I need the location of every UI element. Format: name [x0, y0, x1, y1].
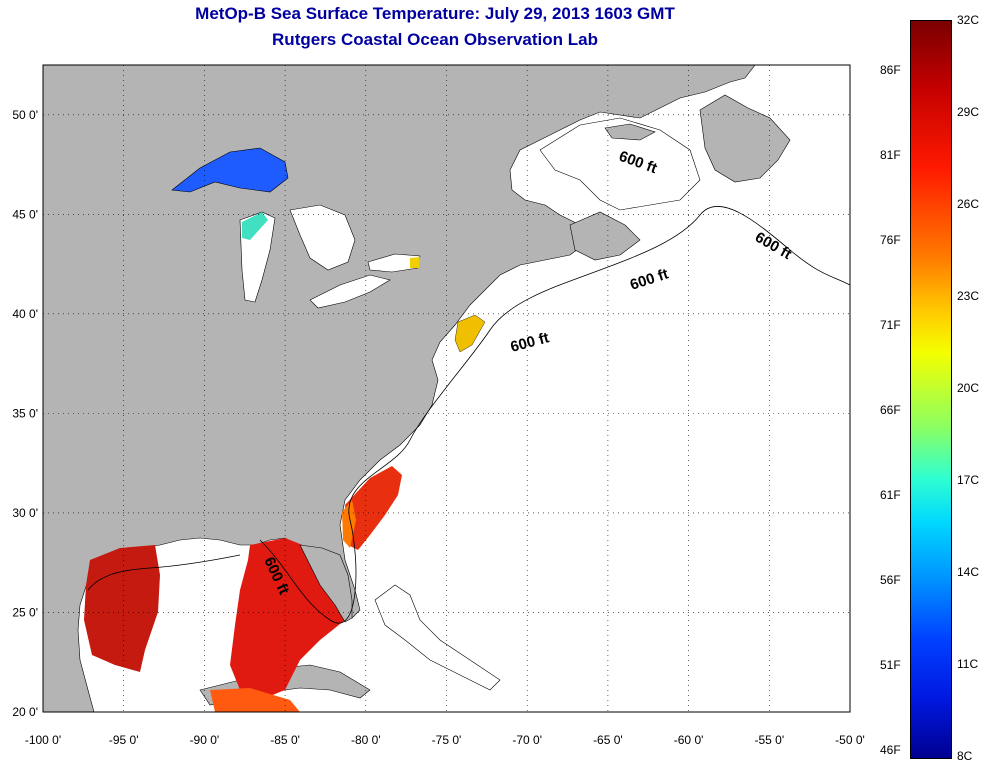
- map-frame: [42, 64, 851, 713]
- newfoundland-land: [699, 94, 791, 183]
- lake-erie: [309, 274, 391, 309]
- gulf-mexico-west-sst: [84, 545, 160, 672]
- lon-tick-label: -80 0': [351, 733, 381, 747]
- colorbar-fahrenheit-label: 71F: [880, 318, 901, 332]
- lat-tick-label: 45 0': [12, 207, 38, 221]
- lon-tick-label: -90 0': [190, 733, 220, 747]
- temperature-colorbar: [910, 20, 952, 759]
- lake-superior: [171, 147, 289, 193]
- colorbar-celsius-label: 8C: [957, 749, 973, 763]
- gulf-mexico-east-sst: [230, 538, 345, 700]
- lon-tick-label: -95 0': [109, 733, 139, 747]
- lake-huron: [289, 204, 356, 271]
- lon-tick-label: -70 0': [512, 733, 542, 747]
- colorbar-celsius-label: 26C: [957, 197, 980, 211]
- gulf-st-lawrence: [539, 117, 701, 211]
- colorbar-celsius-label: 11C: [957, 657, 979, 671]
- long-island-sound-sst: [454, 314, 486, 353]
- lat-tick-label: 30 0': [12, 506, 38, 520]
- lat-tick-label: 40 0': [12, 307, 38, 321]
- anticosti-island: [604, 123, 656, 141]
- colorbar-celsius-label: 23C: [957, 289, 980, 303]
- florida-peninsula: [299, 544, 353, 623]
- colorbar-celsius-label: 14C: [957, 565, 980, 579]
- longitude-ticks: -100 0' -95 0' -90 0' -85 0' -80 0' -75 0' -70…: [25, 733, 865, 747]
- colorbar-fahrenheit-label: 56F: [880, 573, 901, 587]
- colorbar-fahrenheit-label: 76F: [880, 233, 901, 247]
- lat-tick-label: 25 0': [12, 605, 38, 619]
- colorbar-fahrenheit-label: 66F: [880, 403, 901, 417]
- lon-tick-label: -60 0': [674, 733, 704, 747]
- colorbar-fahrenheit-label: 61F: [880, 488, 901, 502]
- lon-tick-label: -50 0': [835, 733, 865, 747]
- lon-tick-label: -55 0': [754, 733, 784, 747]
- lon-tick-label: -100 0': [25, 733, 61, 747]
- colorbar-fahrenheit-label: 51F: [880, 658, 901, 672]
- nova-scotia-land: [569, 211, 641, 261]
- colorbar-celsius-label: 29C: [957, 105, 980, 119]
- lat-tick-label: 35 0': [12, 406, 38, 420]
- southeast-shelf-sst-orange: [342, 500, 356, 548]
- shelf-contour-line: [259, 206, 850, 624]
- lat-tick-label: 50 0': [12, 108, 38, 122]
- colorbar-fahrenheit-label: 86F: [880, 63, 901, 77]
- colorbar-fahrenheit-label: 81F: [880, 148, 901, 162]
- colorbar-fahrenheit-label: 46F: [880, 743, 901, 757]
- lon-tick-label: -85 0': [270, 733, 300, 747]
- map-subtitle: Rutgers Coastal Ocean Observation Lab: [272, 30, 598, 49]
- lake-ontario-sst: [410, 257, 420, 268]
- southeast-shelf-sst: [345, 466, 402, 550]
- colorbar-celsius-label: 17C: [957, 473, 980, 487]
- lon-tick-label: -65 0': [593, 733, 623, 747]
- yucatan-channel-sst: [210, 688, 300, 712]
- gulf-shelf-contour-line: [87, 554, 241, 591]
- bahamas-outline: [374, 584, 501, 691]
- lat-tick-label: 20 0': [12, 705, 38, 719]
- lon-tick-label: -75 0': [432, 733, 462, 747]
- latitude-ticks: 20 0' 25 0' 30 0' 35 0' 40 0' 45 0' 50 0': [12, 108, 38, 719]
- colorbar-celsius-label: 32C: [957, 13, 980, 27]
- lake-michigan-sst: [242, 212, 268, 240]
- map-title: MetOp-B Sea Surface Temperature: July 29…: [195, 4, 675, 23]
- colorbar-celsius-label: 20C: [957, 381, 980, 395]
